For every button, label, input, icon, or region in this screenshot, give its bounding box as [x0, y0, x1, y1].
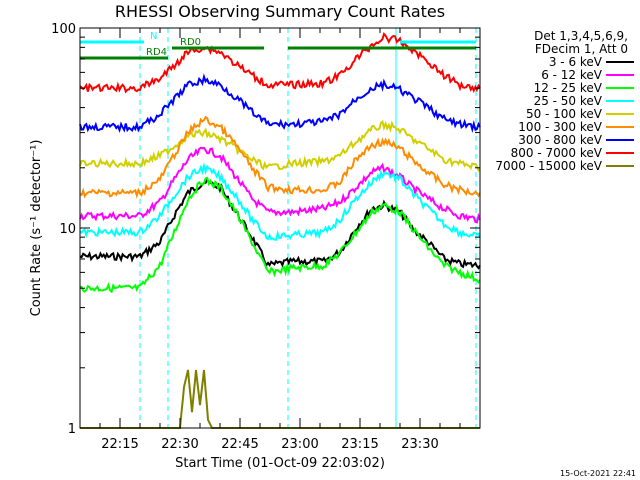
- legend-label-4: 50 - 100 keV: [526, 107, 603, 121]
- legend-label-7: 800 - 7000 keV: [511, 146, 603, 160]
- legend-label-3: 25 - 50 keV: [534, 94, 603, 108]
- legend-header-1: FDecim 1, Att 0: [535, 42, 628, 56]
- legend-label-2: 12 - 25 keV: [534, 81, 603, 95]
- legend-label-5: 100 - 300 keV: [518, 120, 602, 134]
- x-tick-label-4: 23:15: [341, 437, 378, 452]
- flag-label-rd0: RD0: [180, 37, 201, 48]
- legend-label-1: 6 - 12 keV: [541, 68, 603, 82]
- footer-stamp: 15-Oct-2021 22:41: [560, 469, 636, 478]
- legend-label-0: 3 - 6 keV: [549, 55, 603, 69]
- x-tick-label-2: 22:45: [221, 437, 258, 452]
- y-tick-label-2: 100: [51, 22, 76, 37]
- series-line-3: [79, 162, 481, 241]
- x-tick-label-5: 23:30: [401, 437, 438, 452]
- series-line-4: [79, 119, 481, 173]
- flag-label-n: N: [150, 31, 157, 42]
- series-line-6: [79, 73, 481, 134]
- x-tick-label-1: 22:30: [161, 437, 198, 452]
- legend: Det 1,3,4,5,6,9,FDecim 1, Att 03 - 6 keV…: [495, 29, 634, 173]
- y-tick-label-0: 1: [68, 422, 76, 437]
- axis-ticks: 22:15 22:30 22:45 23:00 23:15 23:30 1 10 100: [51, 22, 480, 452]
- series-line-1: [79, 146, 481, 224]
- legend-header-0: Det 1,3,4,5,6,9,: [534, 29, 628, 43]
- legend-label-6: 300 - 800 keV: [518, 133, 602, 147]
- legend-label-8: 7000 - 15000 keV: [495, 159, 602, 173]
- series-line-2: [80, 176, 481, 294]
- y-axis-label: Count Rate (s⁻¹ detector⁻¹): [29, 140, 44, 317]
- x-tick-label-3: 23:00: [281, 437, 318, 452]
- x-tick-label-0: 22:15: [101, 437, 138, 452]
- series-line-5: [79, 115, 481, 199]
- y-tick-label-1: 10: [59, 222, 76, 237]
- flag-label-rd4: RD4: [146, 47, 167, 58]
- x-axis-label: Start Time (01-Oct-09 22:03:02): [175, 456, 385, 471]
- chart-title: RHESSI Observing Summary Count Rates: [115, 2, 445, 21]
